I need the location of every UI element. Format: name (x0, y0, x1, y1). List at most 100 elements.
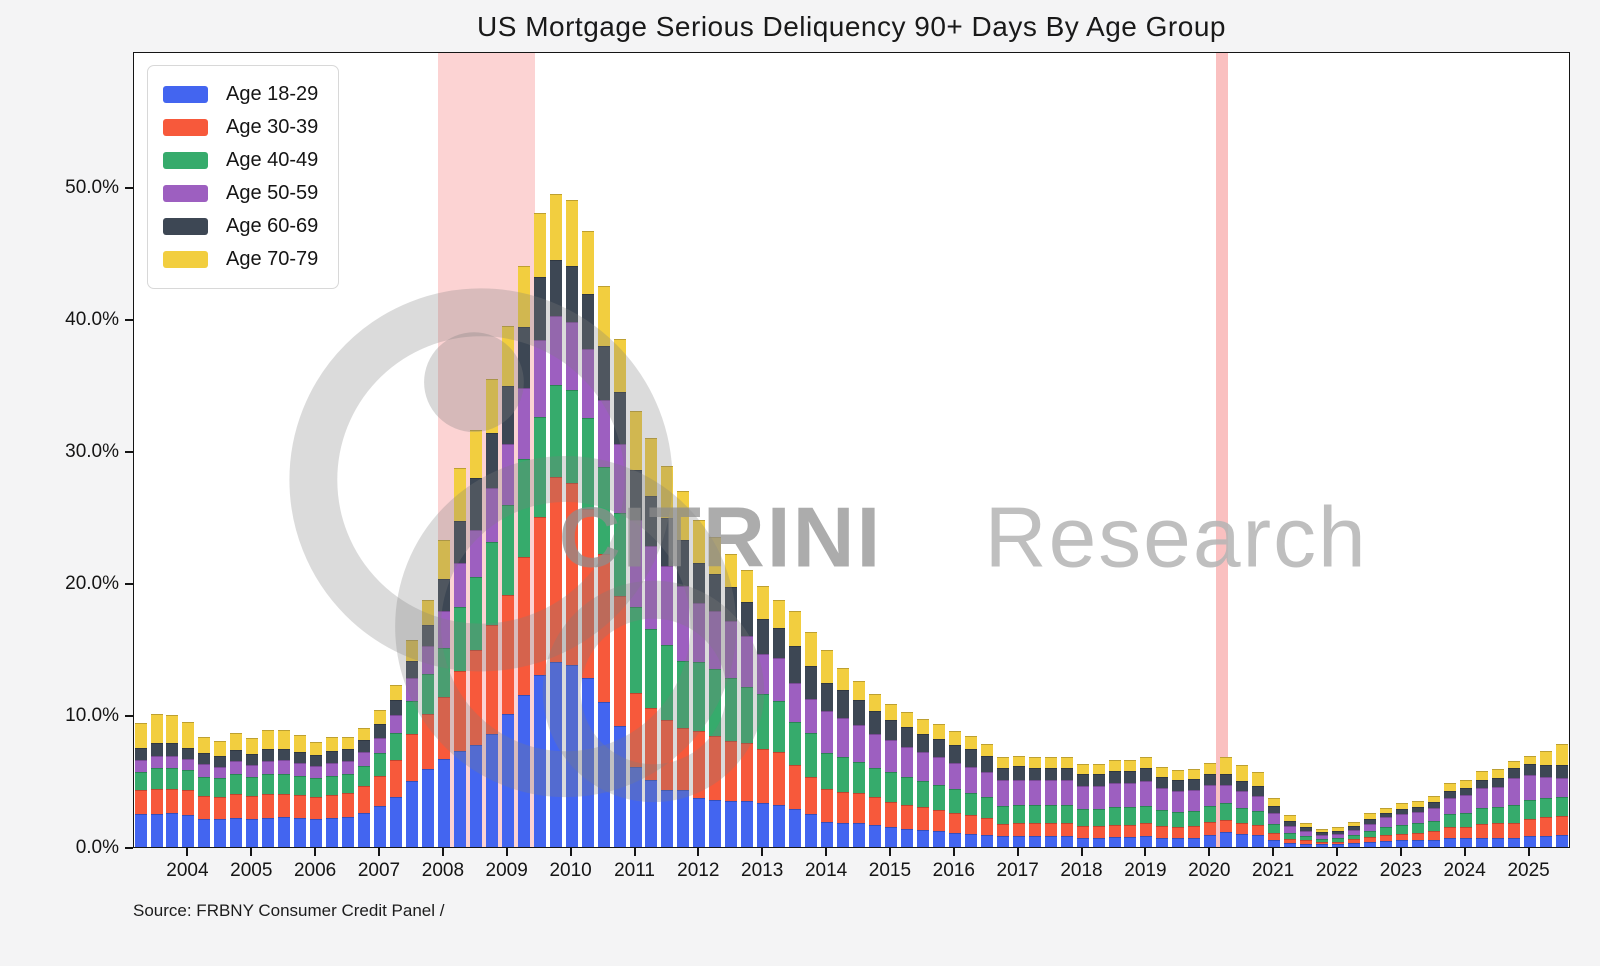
bar-segment (1124, 759, 1137, 772)
bar-segment (1379, 817, 1392, 828)
bar-segment (1268, 833, 1281, 840)
bar-segment (1363, 842, 1376, 847)
bar-segment (821, 753, 834, 789)
bar-segment (501, 444, 514, 506)
legend-swatch-icon (163, 119, 208, 136)
bar-segment (230, 818, 243, 847)
stacked-bar-2012Q1 (693, 519, 706, 847)
bar-segment (1268, 812, 1281, 824)
stacked-bar-2019Q3 (1172, 770, 1185, 847)
bar-segment (1092, 773, 1105, 786)
bar-segment (342, 737, 355, 750)
bar-segment (645, 629, 658, 709)
x-tick-label: 2021 (1251, 860, 1295, 881)
bar-segment (1220, 819, 1233, 832)
bar-segment (581, 349, 594, 418)
bar-segment (182, 721, 195, 748)
stacked-bar-2022Q2 (1348, 821, 1360, 847)
bar-segment (246, 796, 259, 820)
bar-segment (310, 819, 323, 847)
bar-segment (1204, 835, 1217, 847)
bar-segment (342, 773, 355, 793)
bar-segment (1411, 840, 1424, 847)
stacked-bar-2008Q2 (453, 468, 466, 847)
bar-segment (996, 806, 1009, 824)
bar-segment (709, 799, 722, 847)
bar-segment (964, 792, 977, 816)
bar-segment (166, 742, 179, 756)
stacked-bar-2024Q1 (1459, 779, 1472, 847)
bar-segment (1459, 779, 1472, 788)
bar-segment (1284, 825, 1297, 834)
stacked-bar-2014Q4 (869, 694, 881, 847)
bar-segment (1236, 790, 1249, 809)
bar-segment (677, 490, 690, 540)
bar-segment (948, 762, 961, 789)
plot-area: CITRINI Research Age 18-29 Age 30-39 Age 4… (133, 52, 1570, 848)
stacked-bar-2023Q2 (1411, 800, 1424, 847)
bar-segment (1172, 770, 1185, 781)
bar-segment (134, 771, 147, 791)
stacked-bar-2016Q1 (948, 730, 961, 847)
bar-segment (246, 777, 259, 797)
bar-segment (645, 708, 658, 780)
bar-segment (453, 750, 466, 847)
bar-segment (517, 387, 530, 459)
y-tick-label: 0.0% (75, 837, 119, 858)
bar-segment (837, 791, 849, 824)
stacked-bar-2003Q2 (134, 722, 147, 847)
bar-segment (693, 602, 706, 663)
bar-segment (693, 662, 706, 731)
bar-segment (629, 519, 642, 607)
bar-segment (198, 777, 211, 796)
bar-segment (342, 760, 355, 774)
bar-segment (1028, 780, 1041, 806)
bar-segment (421, 769, 434, 847)
x-tick (1272, 848, 1275, 856)
bar-segment (1268, 823, 1281, 834)
bar-segment (485, 432, 498, 489)
bar-segment (405, 781, 418, 847)
bar-segment (1555, 816, 1568, 836)
bar-segment (1507, 804, 1520, 824)
bar-segment (182, 758, 195, 771)
x-tick-label: 2005 (230, 860, 273, 881)
bar-segment (1427, 795, 1440, 803)
bar-segment (821, 683, 834, 712)
bar-segment (837, 717, 849, 758)
stacked-bar-2006Q2 (326, 736, 339, 847)
bar-segment (278, 773, 291, 794)
bar-segment (278, 748, 291, 760)
bar-segment (214, 740, 227, 756)
bar-segment (709, 536, 722, 574)
x-tick-label: 2012 (677, 860, 720, 881)
bar-segment (1108, 783, 1121, 808)
bar-segment (501, 386, 514, 445)
bar-segment (869, 767, 881, 797)
stacked-bar-2014Q2 (837, 667, 849, 847)
bar-segment (1539, 777, 1552, 799)
x-tick-label: 2006 (293, 860, 337, 881)
bar-segment (645, 546, 658, 630)
bar-segment (709, 573, 722, 611)
bar-segment (1316, 834, 1328, 839)
bar-segment (374, 737, 386, 754)
bar-segment (1268, 806, 1281, 813)
x-tick-label: 2014 (804, 860, 848, 881)
bar-segment (1012, 804, 1025, 824)
bar-segment (1348, 829, 1360, 836)
bar-segment (294, 734, 307, 753)
stacked-bar-2016Q3 (980, 744, 993, 847)
bar-segment (374, 806, 386, 847)
bar-segment (773, 752, 786, 805)
bar-segment (182, 815, 195, 847)
stacked-bar-2015Q4 (932, 724, 945, 847)
bar-segment (485, 733, 498, 847)
bar-segment (1475, 808, 1488, 824)
bar-segment (1252, 811, 1265, 825)
bar-segment (853, 823, 865, 847)
bar-segment (805, 814, 818, 847)
stacked-bar-2011Q1 (629, 411, 642, 847)
bar-segment (501, 594, 514, 714)
x-tick (378, 848, 380, 856)
